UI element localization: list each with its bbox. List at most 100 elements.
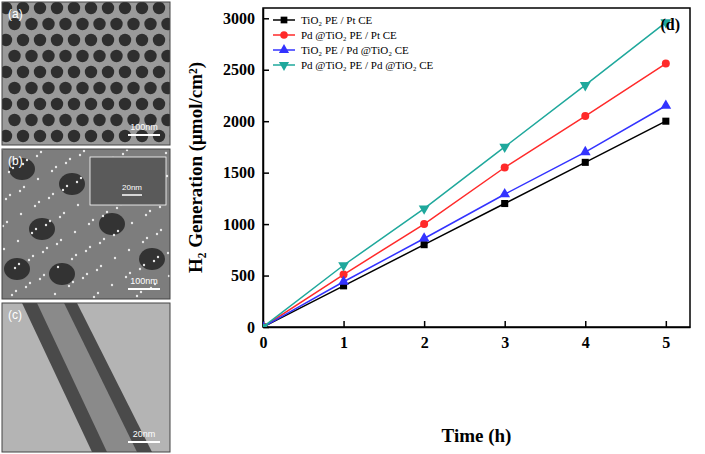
pore bbox=[34, 2, 46, 14]
legend-marker bbox=[279, 44, 289, 53]
pore bbox=[2, 130, 12, 142]
marker bbox=[499, 188, 510, 197]
particle bbox=[25, 286, 27, 288]
particle bbox=[28, 259, 30, 261]
pore bbox=[85, 130, 97, 142]
particle bbox=[80, 177, 82, 179]
pore bbox=[93, 18, 105, 30]
pore bbox=[102, 130, 114, 142]
tick-label: 2 bbox=[421, 334, 429, 351]
panel-label: (d) bbox=[660, 16, 680, 34]
pore bbox=[4, 258, 30, 280]
scale-bar bbox=[128, 134, 160, 136]
inset-scale-label: 20nm bbox=[122, 183, 142, 192]
particle bbox=[8, 171, 10, 173]
pore bbox=[153, 66, 165, 78]
particle bbox=[113, 234, 115, 236]
marker bbox=[263, 324, 268, 327]
y-axis: 050010001500200025003000 bbox=[223, 9, 269, 336]
pore bbox=[51, 34, 63, 46]
legend-marker bbox=[280, 31, 288, 39]
pore bbox=[85, 2, 97, 14]
particle bbox=[34, 205, 36, 207]
pore bbox=[93, 82, 105, 94]
pore bbox=[136, 98, 148, 110]
tick-label: 0 bbox=[247, 319, 255, 336]
tick: 5 bbox=[662, 321, 670, 351]
particle bbox=[167, 252, 169, 254]
tick-mark bbox=[666, 321, 668, 327]
particle bbox=[86, 273, 88, 275]
legend-marker bbox=[279, 62, 289, 71]
pore bbox=[76, 50, 88, 62]
particle bbox=[35, 228, 37, 230]
pore bbox=[136, 2, 148, 14]
pore bbox=[144, 18, 156, 30]
pore bbox=[17, 130, 29, 142]
particle bbox=[60, 239, 62, 241]
tick-label: 4 bbox=[582, 334, 590, 351]
pore bbox=[161, 18, 170, 30]
tick-label: 2000 bbox=[223, 113, 255, 130]
particle bbox=[49, 220, 51, 222]
pore bbox=[8, 114, 20, 126]
particle bbox=[103, 238, 105, 240]
tick-mark bbox=[263, 18, 269, 20]
pore bbox=[25, 50, 37, 62]
particle bbox=[165, 152, 167, 154]
tick: 2000 bbox=[223, 113, 269, 130]
pore bbox=[119, 34, 131, 46]
pore bbox=[34, 98, 46, 110]
particle bbox=[139, 268, 141, 270]
pore bbox=[93, 114, 105, 126]
pore bbox=[42, 18, 54, 30]
pore bbox=[127, 50, 139, 62]
pore bbox=[59, 82, 71, 94]
particle bbox=[65, 162, 67, 164]
pore bbox=[17, 34, 29, 46]
micrograph-background bbox=[2, 303, 170, 452]
particle bbox=[38, 201, 40, 203]
marker bbox=[581, 112, 589, 120]
particle bbox=[82, 277, 84, 279]
particle bbox=[140, 291, 142, 293]
particle bbox=[145, 214, 147, 216]
pore bbox=[59, 173, 85, 195]
particle bbox=[51, 170, 53, 172]
pore bbox=[161, 82, 170, 94]
pore bbox=[25, 82, 37, 94]
panel-label: (a) bbox=[8, 7, 23, 21]
plot-frame bbox=[263, 8, 690, 327]
pore bbox=[17, 66, 29, 78]
particle bbox=[100, 265, 102, 267]
pore bbox=[42, 114, 54, 126]
pore bbox=[110, 50, 122, 62]
pore bbox=[161, 114, 170, 126]
micrograph-frame bbox=[2, 303, 170, 452]
particle bbox=[9, 194, 11, 196]
micrograph: 20nm(b)100nm bbox=[1, 148, 170, 299]
series-line bbox=[263, 64, 666, 327]
particle bbox=[99, 242, 101, 244]
x-axis-title: Time (h) bbox=[442, 425, 512, 447]
pore bbox=[93, 50, 105, 62]
particle bbox=[129, 272, 131, 274]
particle bbox=[106, 211, 108, 213]
pore bbox=[153, 2, 165, 14]
particle bbox=[96, 269, 98, 271]
pore bbox=[85, 34, 97, 46]
scale-label: 100nm bbox=[130, 122, 158, 132]
pore bbox=[59, 50, 71, 62]
particle bbox=[6, 221, 8, 223]
pore bbox=[2, 98, 12, 110]
pore bbox=[139, 248, 165, 270]
particle bbox=[122, 153, 124, 155]
pore bbox=[127, 82, 139, 94]
marker bbox=[338, 262, 349, 271]
pore bbox=[119, 2, 131, 14]
nanotube-core bbox=[37, 303, 137, 452]
particle bbox=[29, 282, 31, 284]
legend-label: TiO₂ PE / Pd @TiO₂ CE bbox=[301, 44, 409, 56]
tick-label: 3000 bbox=[223, 10, 255, 27]
tick: 2500 bbox=[223, 61, 269, 78]
